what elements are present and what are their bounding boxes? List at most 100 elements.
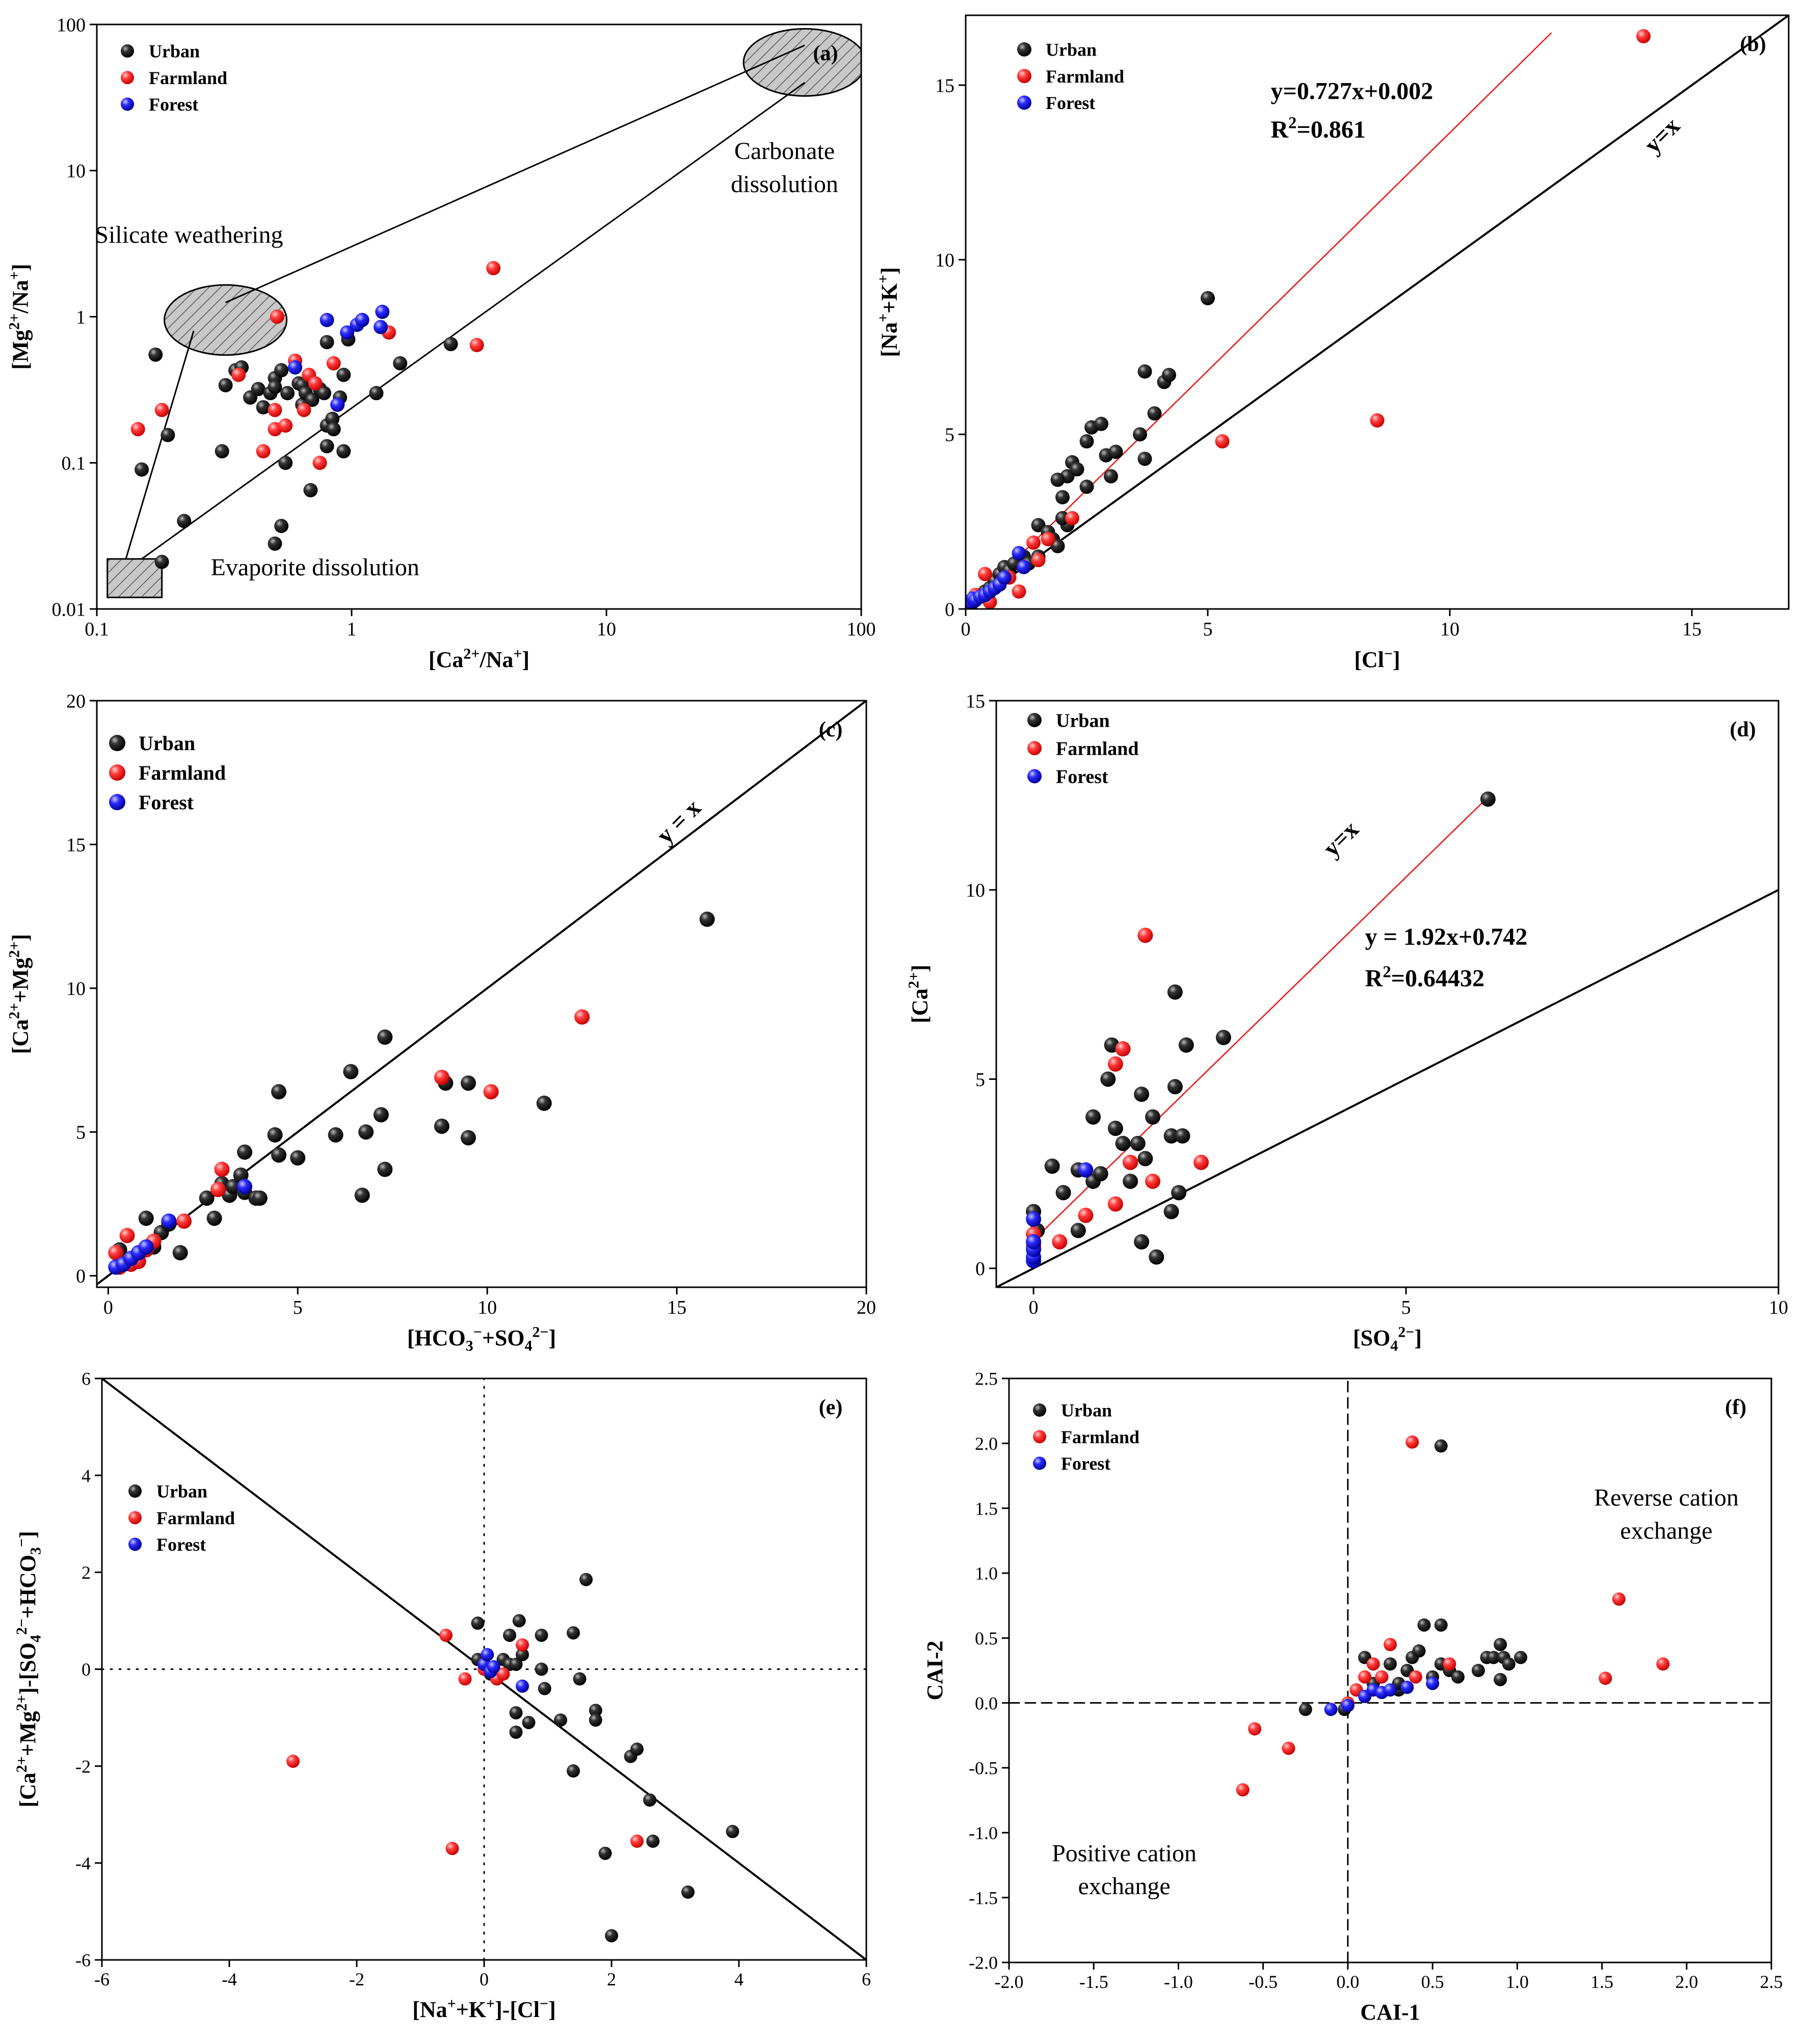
annotation-text: y = 1.92x+0.742 [1365,923,1528,950]
data-point-farmland [1031,553,1046,568]
x-axis-label: [SO42−] [1353,1323,1422,1354]
data-point-urban [1412,1644,1426,1658]
data-point-urban [369,386,384,401]
x-tick-label: 5 [293,1297,303,1318]
data-point-farmland [469,338,484,353]
data-point-urban [1163,1204,1179,1219]
data-point-urban [373,1107,389,1123]
x-axis-label: CAI-1 [1360,2000,1420,2025]
legend-marker-farmland [128,1511,142,1525]
series-urban [966,291,1215,609]
data-point-farmland [1248,1722,1262,1736]
data-point-farmland [297,403,311,417]
x-tick-label: 15 [1682,619,1702,640]
legend-marker-forest [109,794,125,810]
data-point-forest [997,570,1012,585]
data-point-urban [512,1614,526,1628]
data-point-urban [268,536,282,551]
data-point-urban [1298,1703,1312,1716]
legend-marker-urban [1033,1403,1046,1417]
annotation: Reverse cation exchange [1594,1484,1739,1545]
legend-label-farmland: Farmland [1061,1427,1139,1447]
data-point-urban [267,1127,283,1143]
annotation: y = 1.92x+0.742 [1365,923,1528,950]
y-tick-label: 1.0 [975,1563,998,1584]
data-point-urban [218,378,233,392]
data-point-farmland [130,422,145,437]
data-point-farmland [278,418,293,433]
legend-label-urban: Urban [1061,1400,1112,1421]
data-point-urban [1134,1234,1150,1250]
data-point-urban [1123,1174,1138,1189]
data-point-urban [1502,1657,1516,1671]
data-point-urban [358,1124,374,1140]
series-forest [108,1179,253,1275]
legend-label-urban: Urban [1046,40,1097,60]
legend: Urban Farmland Forest [121,41,227,115]
data-point-urban [516,1648,529,1661]
data-point-urban [354,1187,370,1203]
legend-marker-farmland [1027,741,1042,756]
series-forest [1324,1677,1440,1716]
data-point-urban [206,1210,222,1226]
legend-marker-urban [1027,713,1042,727]
plot-area [996,791,1779,1287]
legend-marker-farmland [1033,1430,1046,1444]
data-point-urban [1070,1223,1086,1238]
data-point-farmland [1193,1154,1209,1170]
data-point-farmland [439,1628,453,1642]
y-axis-label: [Ca2++Mg2+]-[SO42−+HCO3−] [13,1531,44,1808]
data-point-urban [1115,1135,1131,1151]
plot-area [102,1378,866,1960]
data-point-urban [1417,1618,1431,1632]
data-point-forest [161,1213,177,1229]
data-point-farmland [1236,1783,1250,1797]
data-point-urban [509,1706,523,1720]
x-axis-label: [Ca2+/Na+] [429,645,529,672]
data-point-urban [1104,469,1118,484]
data-point-urban [377,1029,393,1045]
series-farmland [108,1009,590,1275]
legend-marker-urban [109,735,125,751]
series-urban [112,911,715,1269]
data-point-urban [233,1167,249,1183]
data-point-farmland [978,567,992,581]
data-point-urban [589,1704,602,1717]
data-point-urban [460,1130,476,1146]
panel-label: (e) [819,1396,843,1419]
y-axis-label: [Ca2++Mg2+] [6,934,33,1054]
data-point-urban [567,1626,580,1640]
data-point-urban [393,356,408,370]
data-point-urban [1055,490,1070,505]
data-point-urban [538,1682,551,1695]
annotation: y=x [1318,816,1364,862]
data-point-farmland [1612,1592,1626,1606]
y-tick-label: 15 [935,75,954,96]
data-point-urban [1079,480,1094,494]
data-point-urban [271,1084,287,1100]
y-tick-label: 10 [966,880,985,901]
y-tick-label: 0 [975,1258,985,1280]
data-point-urban [681,1885,695,1899]
x-tick-label: 0.0 [1336,1972,1359,1992]
data-point-urban [1107,1121,1123,1136]
data-point-urban [1434,1618,1448,1632]
annotation: Carbonate dissolution [731,138,838,198]
annotation: Evaporite dissolution [211,554,419,581]
data-point-urban [199,1190,215,1206]
annotation: R2=0.861 [1271,114,1366,143]
data-point-farmland [1215,434,1230,449]
data-point-urban [1215,1029,1231,1045]
plot-area [1009,1378,1771,1962]
x-tick-label: 2.0 [1675,1972,1698,1992]
y-axis-label: [Ca2+] [906,965,933,1023]
data-point-urban [1100,1071,1116,1087]
data-point-farmland [1065,511,1079,525]
data-point-forest [1341,1698,1355,1712]
legend-label-forest: Forest [1046,93,1095,113]
data-point-urban [1137,1151,1153,1166]
y-tick-label: 5 [76,1122,86,1144]
data-point-urban [509,1726,523,1739]
data-point-urban [522,1716,536,1730]
data-point-urban [1147,406,1162,421]
